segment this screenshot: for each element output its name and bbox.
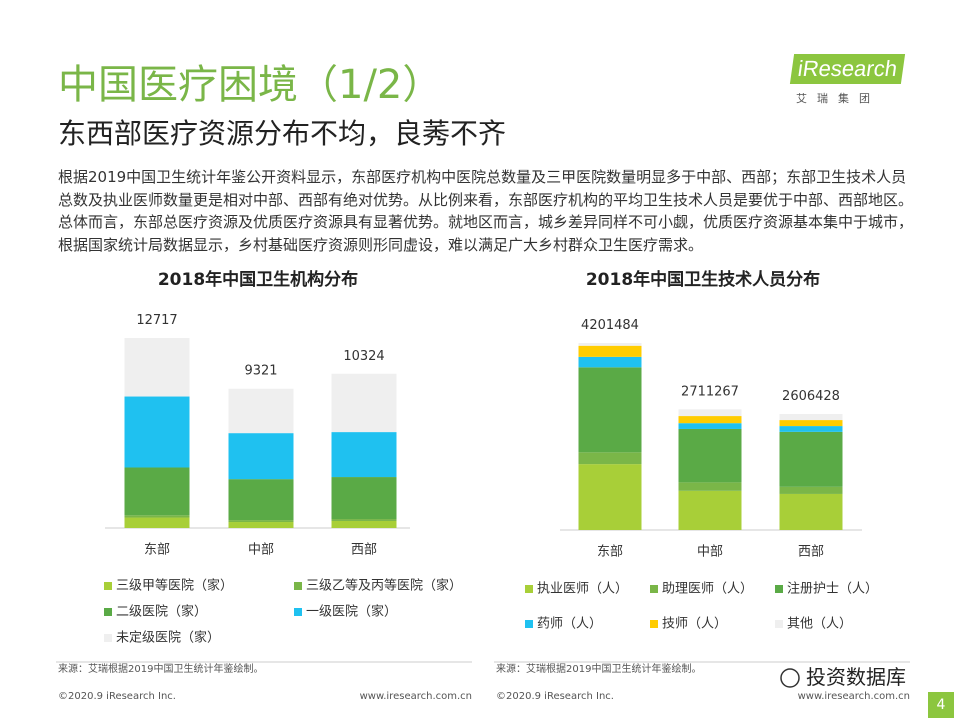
chart-title: 2018年中国卫生机构分布	[158, 269, 358, 290]
bar-segment	[228, 479, 294, 521]
bar-segment	[331, 520, 397, 528]
bar-segment	[331, 477, 397, 520]
title: 中国医疗困境（1/2）	[58, 62, 443, 108]
bar-segment	[228, 522, 294, 528]
url: www.iresearch.com.cn	[360, 691, 472, 702]
bar-segment	[678, 490, 742, 530]
bar-segment	[331, 432, 397, 478]
bar-segment	[578, 367, 642, 453]
x-tick-label: 东部	[597, 545, 623, 560]
x-tick-label: 西部	[798, 545, 824, 560]
legend-label: 一级医院（家）	[306, 604, 397, 620]
bar-segment	[578, 464, 642, 530]
legend-swatch	[294, 582, 302, 590]
legend-swatch	[525, 585, 533, 593]
bar-segment	[578, 345, 642, 357]
bar-segment	[779, 426, 843, 432]
bar-segment	[578, 356, 642, 368]
logo: iResearch 艾瑞集团	[789, 54, 912, 106]
legend-swatch	[650, 620, 658, 628]
legend-swatch	[525, 620, 533, 628]
legend-label: 三级乙等及丙等医院（家）	[306, 578, 462, 594]
bar-segment	[779, 493, 843, 530]
page-number: 4	[937, 697, 946, 713]
legend-swatch	[104, 608, 112, 616]
bar-segment	[124, 467, 190, 516]
bar-segment	[331, 373, 397, 433]
legend-label: 执业医师（人）	[537, 582, 628, 597]
bar-segment	[124, 338, 190, 397]
watermark-icon	[780, 668, 800, 688]
x-tick-label: 西部	[351, 543, 377, 558]
legend-label: 未定级医院（家）	[116, 630, 220, 646]
total-label: 10324	[343, 349, 384, 364]
bar-segment	[678, 416, 742, 424]
bar-segment	[779, 413, 843, 421]
legend-label: 二级医院（家）	[116, 604, 207, 620]
total-label: 2606428	[782, 389, 840, 404]
total-label: 9321	[244, 364, 277, 379]
copyright: ©2020.9 iResearch Inc.	[496, 691, 614, 702]
total-label: 4201484	[581, 318, 639, 333]
bar-segment	[228, 520, 294, 523]
total-label: 12717	[136, 313, 177, 328]
bar-segment	[779, 486, 843, 494]
bar-segment	[331, 519, 397, 521]
copyright: ©2020.9 iResearch Inc.	[58, 691, 176, 702]
legend-label: 三级甲等医院（家）	[116, 578, 233, 594]
legend-swatch	[775, 620, 783, 628]
bar-segment	[124, 517, 190, 528]
bar-segment	[578, 452, 642, 465]
watermark: 投资数据库	[806, 665, 906, 689]
total-label: 2711267	[681, 384, 739, 399]
chart-title: 2018年中国卫生技术人员分布	[586, 269, 820, 290]
subtitle: 东西部医疗资源分布不均，良莠不齐	[58, 117, 507, 150]
bar-segment	[779, 420, 843, 427]
bar-segment	[228, 433, 294, 480]
legend-label: 其他（人）	[787, 617, 852, 632]
logo-subtext: 艾瑞集团	[796, 92, 880, 105]
legend-swatch	[294, 608, 302, 616]
x-tick-label: 东部	[144, 543, 170, 558]
legend-label: 技师（人）	[662, 617, 727, 632]
source: 来源：艾瑞根据2019中国卫生统计年鉴绘制。	[58, 662, 263, 675]
bar-segment	[124, 515, 190, 518]
legend-label: 助理医师（人）	[662, 582, 753, 597]
bar-segment	[228, 388, 294, 434]
bar-segment	[578, 343, 642, 346]
legend-swatch	[104, 634, 112, 642]
x-tick-label: 中部	[248, 543, 274, 558]
paragraph: 根据2019中国卫生统计年鉴公开资料显示，东部医疗机构中医院总数量及三甲医院数量…	[58, 168, 914, 254]
bar-segment	[678, 423, 742, 429]
page-badge	[928, 692, 954, 718]
bar-segment	[124, 396, 190, 468]
bar-segment	[678, 482, 742, 491]
x-tick-label: 中部	[697, 545, 723, 560]
legend-swatch	[775, 585, 783, 593]
legend-swatch	[104, 582, 112, 590]
bar-segment	[678, 428, 742, 483]
url: www.iresearch.com.cn	[798, 691, 910, 702]
bar-segment	[779, 431, 843, 487]
source: 来源：艾瑞根据2019中国卫生统计年鉴绘制。	[496, 662, 701, 675]
legend-label: 注册护士（人）	[787, 582, 878, 597]
legend-swatch	[650, 585, 658, 593]
bar-segment	[678, 409, 742, 417]
legend-label: 药师（人）	[537, 617, 602, 632]
